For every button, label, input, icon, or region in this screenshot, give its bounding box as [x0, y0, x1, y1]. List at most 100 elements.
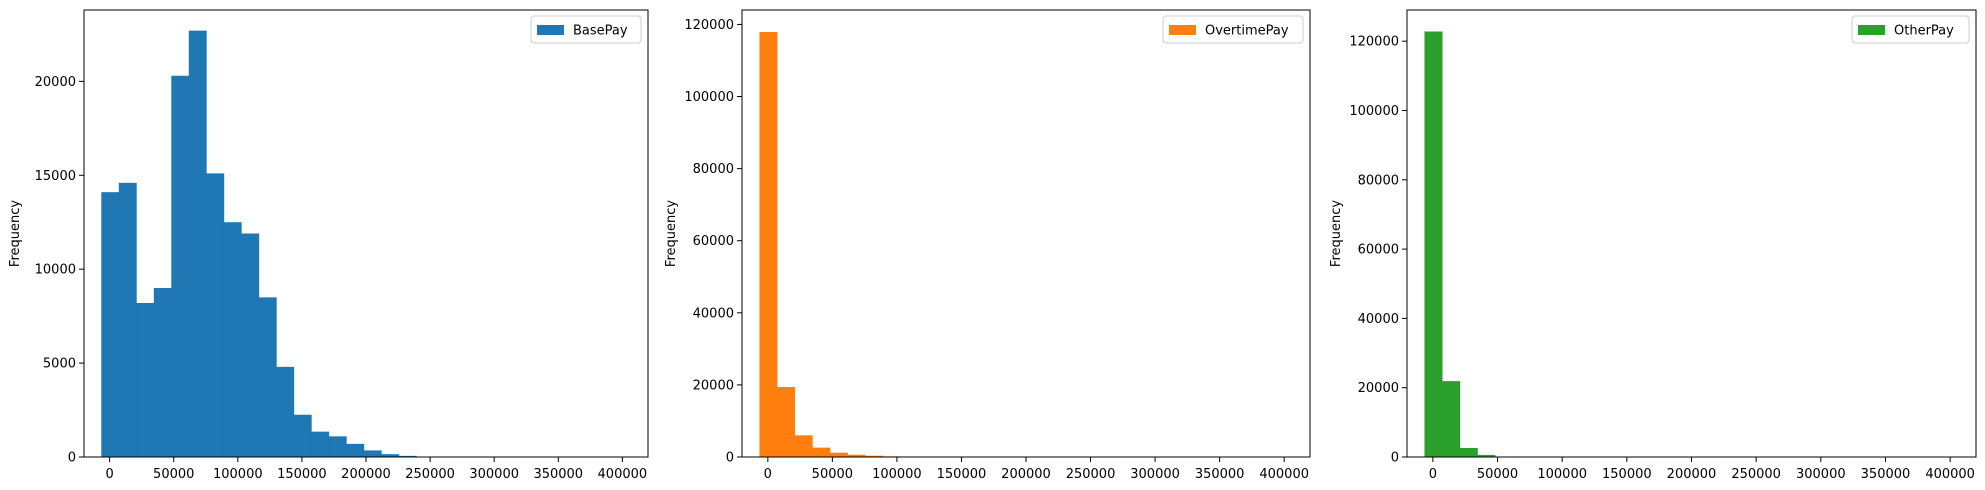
- histogram-bar: [328, 436, 347, 457]
- x-tick-label: 0: [105, 467, 113, 482]
- y-tick-label: 0: [1391, 451, 1399, 466]
- histogram-bar: [101, 192, 120, 457]
- x-tick-label: 300000: [1796, 467, 1846, 482]
- histogram-bar: [1459, 447, 1478, 457]
- y-tick-label: 15000: [35, 169, 76, 184]
- legend-swatch: [1858, 25, 1885, 35]
- x-tick-label: 100000: [872, 467, 922, 482]
- x-tick-label: 50000: [812, 467, 853, 482]
- y-tick-label: 120000: [1349, 35, 1399, 50]
- y-tick-label: 60000: [693, 234, 734, 249]
- x-tick-label: 300000: [469, 467, 519, 482]
- y-axis-label: Frequency: [8, 200, 23, 267]
- x-tick-label: 200000: [1667, 467, 1717, 482]
- y-tick-label: 100000: [1349, 104, 1399, 119]
- x-tick-label: 150000: [1602, 467, 1652, 482]
- axes-frame: [1406, 9, 1977, 458]
- y-tick-label: 20000: [1358, 381, 1399, 396]
- histogram-bar: [276, 366, 295, 457]
- y-tick-label: 80000: [693, 162, 734, 177]
- histogram-bar: [829, 452, 848, 457]
- legend-box: [530, 15, 642, 44]
- legend-swatch: [1169, 25, 1196, 35]
- legend-entry: OvertimePay: [1205, 24, 1289, 39]
- x-tick-label: 200000: [341, 467, 391, 482]
- x-tick-label: 350000: [533, 467, 583, 482]
- y-tick-label: 120000: [684, 18, 734, 33]
- y-tick-label: 20000: [35, 75, 76, 90]
- histogram-bar: [759, 31, 778, 458]
- histogram-bar: [1442, 381, 1461, 457]
- x-tick-label: 0: [764, 467, 772, 482]
- subplot-1: 0 50000 100000 150000 200000 250000 300000 3500…: [8, 9, 649, 482]
- bars: [101, 30, 540, 458]
- y-axis-label: Frequency: [664, 200, 679, 267]
- histogram-bar: [171, 75, 190, 458]
- y-axis-label: Frequency: [1329, 200, 1344, 267]
- x-tick-label: 100000: [213, 467, 263, 482]
- y-tick-label: 100000: [684, 90, 734, 105]
- x-tick-label: 50000: [153, 467, 194, 482]
- axes-frame: [741, 9, 1311, 458]
- x-tick-label: 250000: [405, 467, 455, 482]
- histogram-bar: [1424, 31, 1443, 457]
- y-tick-label: 80000: [1358, 173, 1399, 188]
- x-tick-label: 150000: [277, 467, 327, 482]
- histogram-bar: [258, 297, 277, 457]
- histogram-bar: [398, 455, 417, 457]
- y-tick-label: 5000: [43, 357, 76, 372]
- legend: OvertimePay: [1162, 15, 1304, 44]
- y-tick-label: 20000: [693, 378, 734, 393]
- subplot-2: 0 50000 100000 150000 200000 250000 300000 3500…: [664, 9, 1311, 482]
- x-tick-label: 100000: [1537, 467, 1587, 482]
- legend-entry: OtherPay: [1894, 24, 1954, 39]
- histogram-bar: [188, 30, 207, 457]
- histogram-bar: [241, 233, 260, 457]
- histogram-bar: [794, 435, 813, 457]
- histogram-bar: [812, 447, 831, 457]
- histogram-bar: [865, 455, 884, 457]
- histogram-bar: [206, 173, 225, 457]
- x-tick-label: 400000: [1925, 467, 1975, 482]
- legend: OtherPay: [1851, 15, 1970, 44]
- histogram-bar: [363, 450, 382, 457]
- x-tick-label: 250000: [1731, 467, 1781, 482]
- bars: [1424, 31, 1637, 458]
- y-tick-label: 60000: [1358, 243, 1399, 258]
- legend-box: [1162, 15, 1304, 44]
- x-tick-label: 50000: [1477, 467, 1518, 482]
- x-tick-label: 350000: [1861, 467, 1911, 482]
- x-tick-label: 400000: [1259, 467, 1309, 482]
- legend-entry: BasePay: [573, 24, 628, 39]
- histogram-bar: [381, 454, 400, 457]
- y-tick-label: 40000: [693, 306, 734, 321]
- histogram-bar: [346, 443, 365, 457]
- histogram-bar: [118, 182, 137, 458]
- x-tick-label: 250000: [1066, 467, 1116, 482]
- histogram-bar: [153, 287, 172, 457]
- x-tick-label: 0: [1429, 467, 1437, 482]
- histogram-bar: [1477, 454, 1496, 457]
- histogram-bar: [847, 454, 866, 457]
- histogram-bar: [311, 431, 330, 457]
- subplot-3: 0 50000 100000 150000 200000 250000 300000 3500…: [1329, 9, 1977, 482]
- y-tick-label: 10000: [35, 263, 76, 278]
- legend-box: [1851, 15, 1970, 44]
- legend-swatch: [537, 25, 564, 35]
- y-tick-label: 40000: [1358, 312, 1399, 327]
- x-tick-label: 300000: [1130, 467, 1180, 482]
- histogram-bar: [223, 222, 242, 457]
- histogram-bar: [293, 414, 312, 457]
- histogram-bar: [777, 387, 796, 457]
- y-tick-label: 0: [726, 451, 734, 466]
- x-tick-label: 400000: [598, 467, 648, 482]
- x-tick-label: 350000: [1195, 467, 1245, 482]
- y-tick-label: 0: [68, 451, 76, 466]
- bars: [759, 31, 1060, 458]
- x-tick-label: 200000: [1001, 467, 1051, 482]
- x-tick-label: 150000: [937, 467, 987, 482]
- legend: BasePay: [530, 15, 642, 44]
- histogram-bar: [136, 302, 155, 457]
